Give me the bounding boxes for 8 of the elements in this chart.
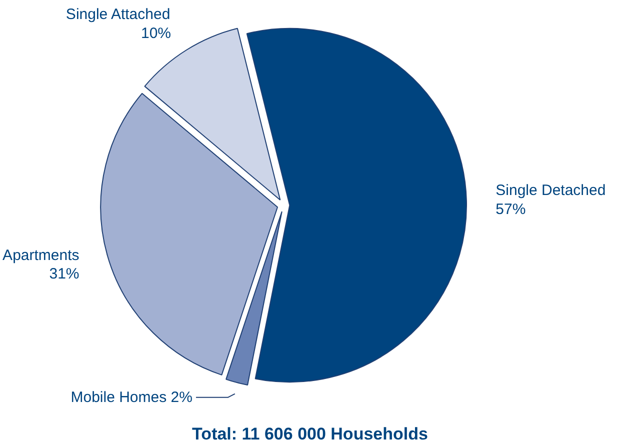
slice-label: Single Attached (66, 6, 170, 24)
slice-label: Single Detached (496, 182, 606, 200)
slice-label: Mobile Homes 2% (70, 388, 192, 406)
data-label: 10% (140, 24, 172, 42)
data-label: 57% (496, 200, 526, 218)
data-label: 31% (49, 265, 80, 282)
text: Total: 11 606 000 Households (192, 424, 428, 444)
slice-label: Apartments (2, 246, 80, 264)
